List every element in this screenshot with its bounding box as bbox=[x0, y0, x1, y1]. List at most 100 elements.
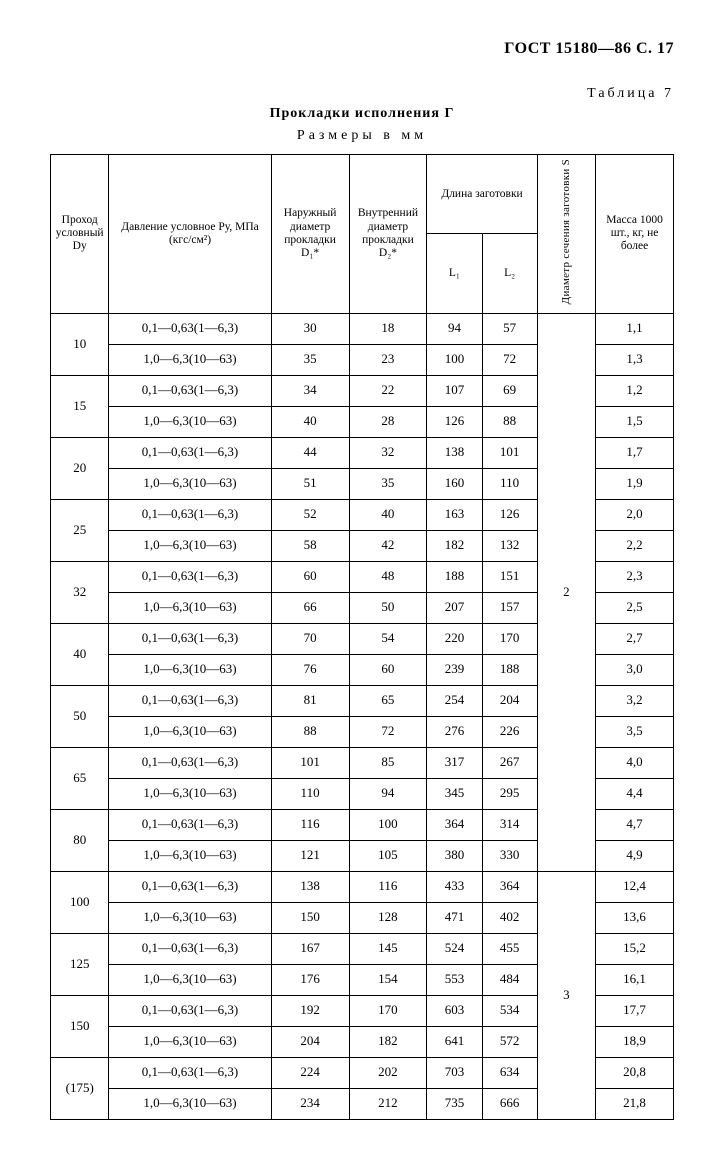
cell-d2: 105 bbox=[349, 840, 427, 871]
cell-d1: 30 bbox=[271, 313, 349, 344]
cell-d2: 85 bbox=[349, 747, 427, 778]
cell-mass: 4,9 bbox=[596, 840, 674, 871]
cell-l2: 72 bbox=[482, 344, 537, 375]
cell-mass: 4,4 bbox=[596, 778, 674, 809]
cell-l1: 220 bbox=[427, 623, 482, 654]
cell-d2: 32 bbox=[349, 437, 427, 468]
cell-d1: 110 bbox=[271, 778, 349, 809]
cell-mass: 3,5 bbox=[596, 716, 674, 747]
cell-d1: 234 bbox=[271, 1088, 349, 1119]
cell-d2: 116 bbox=[349, 871, 427, 902]
cell-d2: 65 bbox=[349, 685, 427, 716]
cell-mass: 2,0 bbox=[596, 499, 674, 530]
cell-mass: 17,7 bbox=[596, 995, 674, 1026]
cell-dy: 40 bbox=[51, 623, 109, 685]
cell-d1: 116 bbox=[271, 809, 349, 840]
cell-section: 2 bbox=[537, 313, 595, 871]
cell-l1: 94 bbox=[427, 313, 482, 344]
cell-mass: 20,8 bbox=[596, 1057, 674, 1088]
cell-d2: 18 bbox=[349, 313, 427, 344]
cell-p: 0,1—0,63(1—6,3) bbox=[109, 747, 271, 778]
cell-d1: 70 bbox=[271, 623, 349, 654]
cell-dy: 100 bbox=[51, 871, 109, 933]
cell-l2: 484 bbox=[482, 964, 537, 995]
cell-l2: 364 bbox=[482, 871, 537, 902]
col-pressure: Давление условное Pу, МПа (кгс/см²) bbox=[109, 155, 271, 314]
cell-p: 1,0—6,3(10—63) bbox=[109, 716, 271, 747]
cell-mass: 1,2 bbox=[596, 375, 674, 406]
cell-p: 1,0—6,3(10—63) bbox=[109, 406, 271, 437]
cell-l1: 107 bbox=[427, 375, 482, 406]
col-mass: Масса 1000 шт., кг, не более bbox=[596, 155, 674, 314]
cell-l1: 188 bbox=[427, 561, 482, 592]
cell-mass: 1,7 bbox=[596, 437, 674, 468]
cell-dy: (175) bbox=[51, 1057, 109, 1119]
cell-l1: 276 bbox=[427, 716, 482, 747]
cell-d1: 138 bbox=[271, 871, 349, 902]
cell-l1: 239 bbox=[427, 654, 482, 685]
cell-d1: 51 bbox=[271, 468, 349, 499]
table-title: Прокладки исполнения Г bbox=[50, 106, 674, 122]
cell-mass: 13,6 bbox=[596, 902, 674, 933]
cell-l2: 402 bbox=[482, 902, 537, 933]
cell-l1: 735 bbox=[427, 1088, 482, 1119]
cell-l2: 330 bbox=[482, 840, 537, 871]
cell-l1: 703 bbox=[427, 1057, 482, 1088]
cell-d1: 76 bbox=[271, 654, 349, 685]
cell-d1: 58 bbox=[271, 530, 349, 561]
cell-d2: 94 bbox=[349, 778, 427, 809]
cell-mass: 21,8 bbox=[596, 1088, 674, 1119]
col-d1: Наружный диаметр прокладки D₁* bbox=[271, 155, 349, 314]
cell-l2: 634 bbox=[482, 1057, 537, 1088]
cell-l2: 314 bbox=[482, 809, 537, 840]
cell-mass: 12,4 bbox=[596, 871, 674, 902]
cell-p: 1,0—6,3(10—63) bbox=[109, 654, 271, 685]
cell-d2: 28 bbox=[349, 406, 427, 437]
cell-l1: 138 bbox=[427, 437, 482, 468]
cell-d1: 167 bbox=[271, 933, 349, 964]
cell-d1: 40 bbox=[271, 406, 349, 437]
cell-mass: 15,2 bbox=[596, 933, 674, 964]
table-row: 1000,1—0,63(1—6,3)138116433364312,4 bbox=[51, 871, 674, 902]
cell-d1: 52 bbox=[271, 499, 349, 530]
cell-mass: 18,9 bbox=[596, 1026, 674, 1057]
cell-l1: 553 bbox=[427, 964, 482, 995]
cell-p: 0,1—0,63(1—6,3) bbox=[109, 995, 271, 1026]
cell-mass: 3,2 bbox=[596, 685, 674, 716]
cell-l2: 267 bbox=[482, 747, 537, 778]
cell-dy: 65 bbox=[51, 747, 109, 809]
cell-mass: 2,5 bbox=[596, 592, 674, 623]
cell-d2: 170 bbox=[349, 995, 427, 1026]
cell-l2: 455 bbox=[482, 933, 537, 964]
cell-d1: 204 bbox=[271, 1026, 349, 1057]
cell-mass: 1,9 bbox=[596, 468, 674, 499]
cell-d2: 60 bbox=[349, 654, 427, 685]
cell-d1: 176 bbox=[271, 964, 349, 995]
cell-l2: 226 bbox=[482, 716, 537, 747]
cell-mass: 2,7 bbox=[596, 623, 674, 654]
cell-l2: 157 bbox=[482, 592, 537, 623]
cell-l2: 132 bbox=[482, 530, 537, 561]
cell-mass: 1,3 bbox=[596, 344, 674, 375]
col-d2: Внутрен­ний диа­метр прокладки D₂* bbox=[349, 155, 427, 314]
cell-d2: 154 bbox=[349, 964, 427, 995]
cell-p: 0,1—0,63(1—6,3) bbox=[109, 933, 271, 964]
cell-d1: 44 bbox=[271, 437, 349, 468]
cell-d2: 42 bbox=[349, 530, 427, 561]
cell-mass: 2,2 bbox=[596, 530, 674, 561]
cell-d2: 212 bbox=[349, 1088, 427, 1119]
cell-l2: 572 bbox=[482, 1026, 537, 1057]
cell-dy: 25 bbox=[51, 499, 109, 561]
cell-mass: 1,5 bbox=[596, 406, 674, 437]
col-section: Диаметр се­чения заго­товки S bbox=[537, 155, 595, 314]
cell-l1: 126 bbox=[427, 406, 482, 437]
cell-l1: 641 bbox=[427, 1026, 482, 1057]
cell-l2: 666 bbox=[482, 1088, 537, 1119]
cell-p: 0,1—0,63(1—6,3) bbox=[109, 1057, 271, 1088]
cell-p: 0,1—0,63(1—6,3) bbox=[109, 809, 271, 840]
cell-p: 0,1—0,63(1—6,3) bbox=[109, 437, 271, 468]
table-number-label: Таблица 7 bbox=[50, 86, 674, 102]
col-l2: L₂ bbox=[482, 234, 537, 313]
cell-p: 0,1—0,63(1—6,3) bbox=[109, 871, 271, 902]
cell-l1: 100 bbox=[427, 344, 482, 375]
